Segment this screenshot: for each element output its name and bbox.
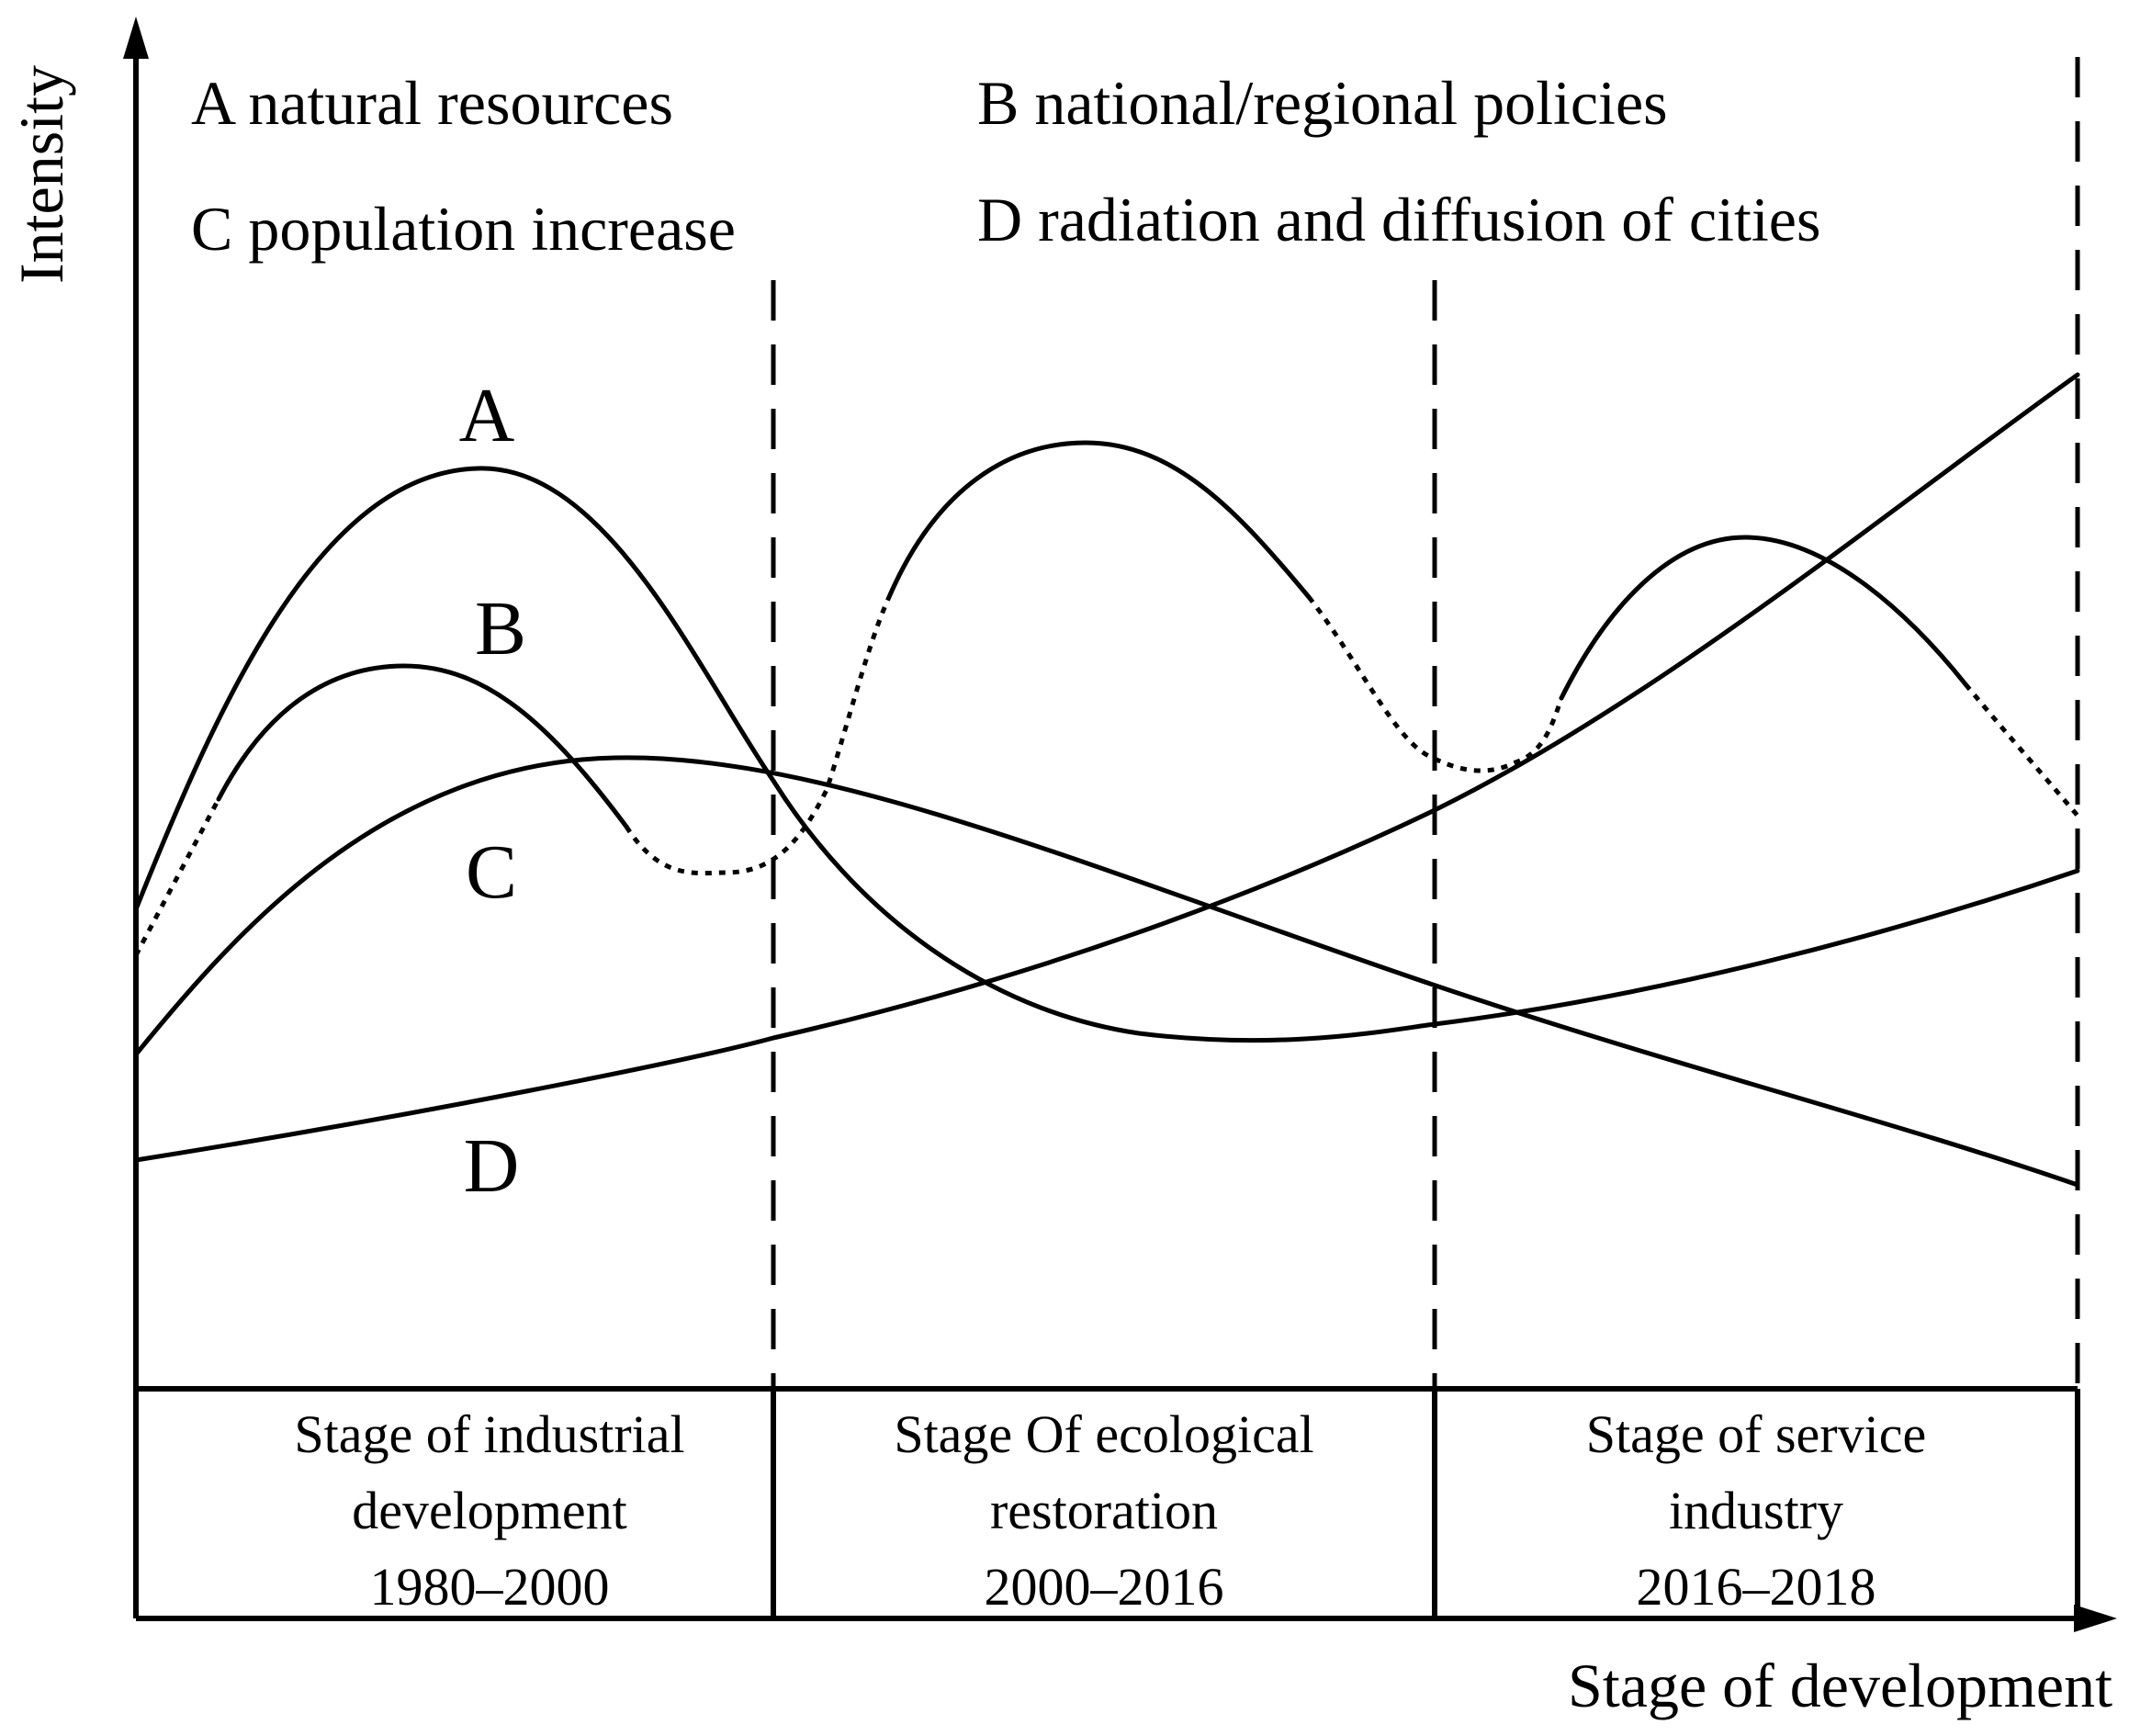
stage-dividers xyxy=(771,57,2080,1389)
curve-b-solid-1 xyxy=(216,663,629,829)
curve-c xyxy=(133,755,2080,1188)
stage-table: Stage of industrial development 1980–200… xyxy=(136,1386,2080,1618)
legend-d: D radiation and diffusion of cities xyxy=(977,185,1820,254)
curve-labels: A B C D xyxy=(459,373,526,1209)
stage-years: 2000–2016 xyxy=(985,1557,1224,1617)
curve-b-solid-3 xyxy=(1559,535,1968,701)
x-axis-arrow-icon xyxy=(2074,1605,2117,1632)
x-axis-label: Stage of development xyxy=(1568,1651,2112,1720)
legend-a: A natural resources xyxy=(191,68,673,138)
curve-b-dotted-1 xyxy=(133,797,221,957)
curve-label-b: B xyxy=(475,586,526,671)
stage-line1: Stage of service xyxy=(1586,1404,1926,1464)
stage-line1: Stage of industrial xyxy=(294,1404,684,1464)
stage-line2: industry xyxy=(1669,1481,1843,1540)
stage-line2: development xyxy=(352,1481,627,1540)
stage-line1: Stage Of ecological xyxy=(894,1404,1313,1464)
axes xyxy=(123,17,2117,1632)
curve-label-a: A xyxy=(459,373,515,458)
stage-years: 1980–2000 xyxy=(370,1557,610,1617)
stage-cell-ecological: Stage Of ecological restoration 2000–201… xyxy=(894,1404,1313,1617)
curve-b-dotted-4 xyxy=(1964,682,2079,817)
curve-b xyxy=(133,440,2079,957)
curve-b-dotted-2 xyxy=(624,595,892,876)
y-axis-label: Intensity xyxy=(6,65,76,284)
legend: A natural resources B national/regional … xyxy=(191,68,1820,264)
stage-cell-industrial: Stage of industrial development 1980–200… xyxy=(294,1404,684,1617)
legend-b: B national/regional policies xyxy=(977,68,1668,138)
y-axis-arrow-icon xyxy=(123,17,149,59)
stage-cell-service: Stage of service industry 2016–2018 xyxy=(1586,1404,1926,1617)
curve-label-d: D xyxy=(464,1123,520,1209)
curve-b-dotted-3 xyxy=(1307,595,1564,773)
curve-d xyxy=(133,372,2080,1163)
curve-a xyxy=(133,466,2080,1043)
stage-line2: restoration xyxy=(990,1481,1218,1540)
curve-label-c: C xyxy=(466,829,517,915)
legend-c: C population increase xyxy=(191,194,736,264)
curve-b-solid-2 xyxy=(886,440,1312,600)
stage-years: 2016–2018 xyxy=(1637,1557,1876,1617)
